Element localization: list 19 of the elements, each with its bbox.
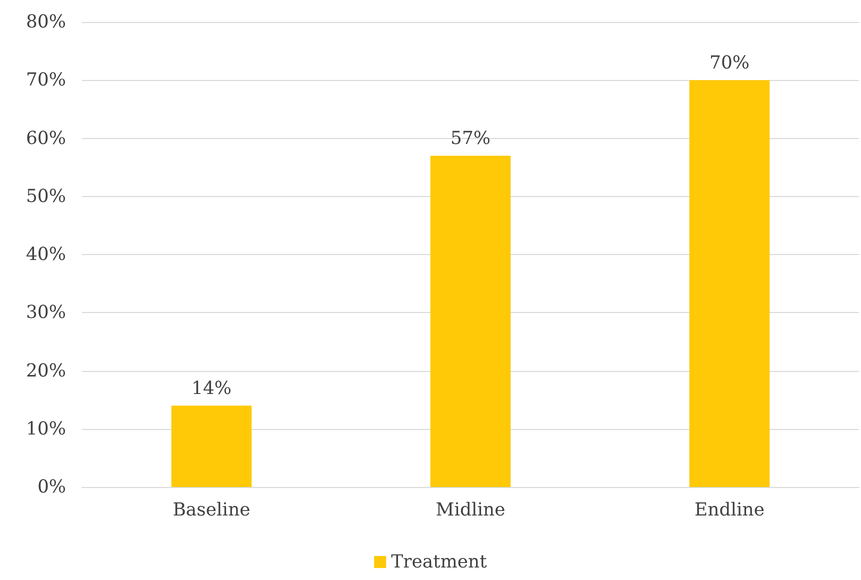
bar <box>430 156 511 487</box>
y-tick-label: 60% <box>26 128 66 149</box>
data-label: 57% <box>450 128 491 150</box>
bar <box>171 406 252 487</box>
data-label: 14% <box>191 378 232 400</box>
legend-label: Treatment <box>391 552 488 572</box>
y-tick-label: 50% <box>26 186 66 207</box>
y-tick-label: 30% <box>26 302 66 324</box>
y-tick-label: 20% <box>26 360 66 382</box>
x-tick-label: Endline <box>694 500 765 520</box>
y-tick-label: 10% <box>26 418 66 440</box>
y-tick-label: 80% <box>26 12 66 32</box>
y-tick-label: 70% <box>26 70 66 91</box>
data-label: 70% <box>709 52 750 74</box>
y-tick-label: 40% <box>26 244 66 265</box>
x-tick-label: Baseline <box>172 500 250 520</box>
y-tick-label: 0% <box>37 476 66 498</box>
bar <box>689 80 770 487</box>
x-tick-label: Midline <box>436 500 506 520</box>
